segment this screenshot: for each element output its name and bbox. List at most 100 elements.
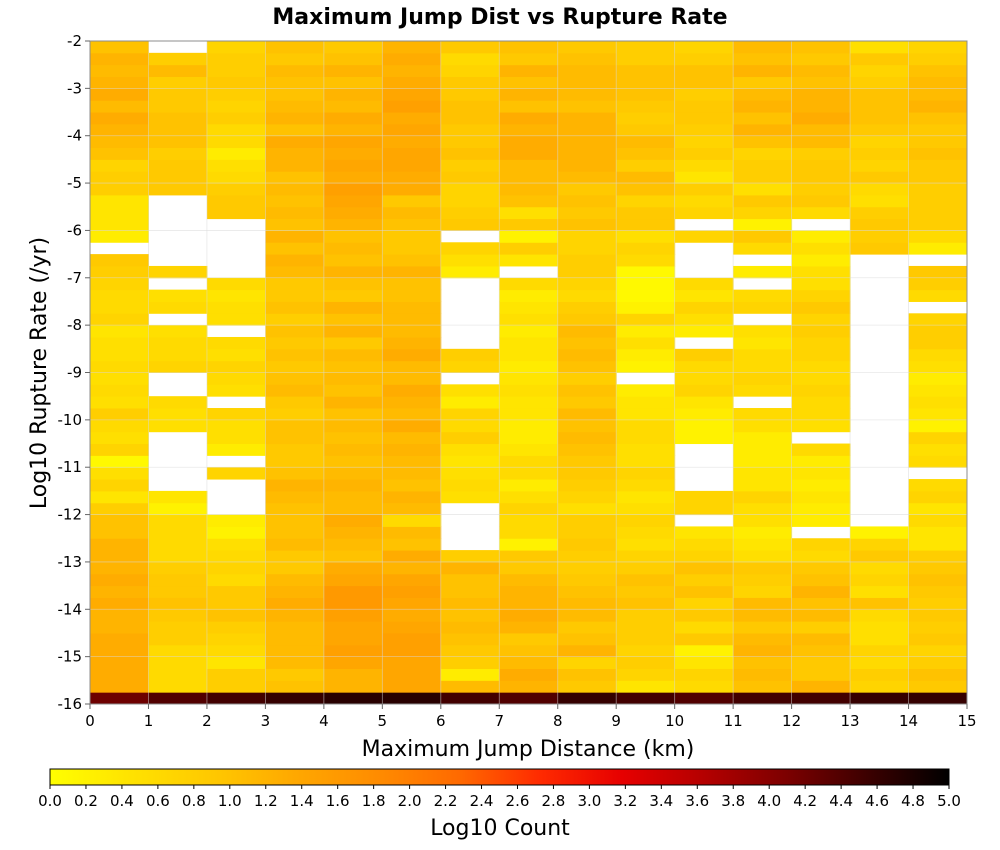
- heatmap-cell: [323, 502, 383, 516]
- heatmap-cell: [616, 490, 676, 504]
- heatmap-cell: [850, 206, 910, 220]
- heatmap-cell: [323, 396, 383, 409]
- heatmap-cell: [440, 396, 500, 409]
- heatmap-cell: [323, 325, 383, 338]
- heatmap-cell: [616, 538, 676, 551]
- heatmap-cell: [733, 561, 793, 575]
- heatmap-cell: [557, 100, 617, 113]
- heatmap-cell: [90, 479, 149, 492]
- heatmap-cell: [382, 644, 442, 658]
- heatmap-cell: [206, 52, 266, 66]
- y-axis-ticks: -2 -3 -4 -5 -6 -7 -8 -9 -10 -11 -12 -13 -14 -15 -16: [58, 32, 90, 713]
- heatmap-cell: [382, 100, 442, 113]
- heatmap-cell: [499, 76, 559, 89]
- heatmap-cell: [90, 218, 149, 231]
- heatmap-cell: [440, 88, 500, 101]
- heatmap-cell: [499, 455, 559, 468]
- heatmap-cell: [791, 384, 851, 397]
- heatmap-cell: [499, 242, 559, 255]
- heatmap-cell: [557, 621, 617, 634]
- heatmap-cell: [499, 632, 559, 646]
- heatmap-cell: [908, 348, 968, 362]
- heatmap-cell: [908, 360, 968, 373]
- heatmap-cell: [733, 88, 793, 101]
- heatmap-cell: [791, 76, 851, 89]
- heatmap-cell: [674, 597, 734, 610]
- y-tick-label: -10: [58, 411, 83, 429]
- heatmap-cell: [674, 502, 734, 516]
- heatmap-cell: [440, 76, 500, 89]
- x-tick-label: 2: [202, 712, 212, 730]
- heatmap-cell: [499, 171, 559, 184]
- heatmap-cell: [265, 372, 325, 385]
- heatmap-cell: [265, 479, 325, 492]
- heatmap-cell: [733, 514, 793, 527]
- heatmap-cell: [733, 431, 793, 445]
- x-tick-label: 0: [85, 712, 95, 730]
- heatmap-cell: [265, 609, 325, 622]
- heatmap-cell: [499, 467, 559, 480]
- heatmap-cell: [265, 526, 325, 539]
- heatmap-cell: [733, 479, 793, 492]
- heatmap-cell: [382, 443, 442, 456]
- heatmap-cell: [674, 668, 734, 681]
- heatmap-cell: [323, 206, 383, 220]
- heatmap-cell: [90, 76, 149, 89]
- heatmap-cell: [265, 183, 325, 196]
- heatmap-cell: [557, 206, 617, 220]
- heatmap-cell: [616, 467, 676, 480]
- heatmap-cell: [148, 502, 208, 516]
- heatmap-cell: [674, 277, 734, 291]
- heatmap-cell: [616, 644, 676, 658]
- heatmap-cell: [206, 573, 266, 587]
- heatmap-cell: [616, 41, 676, 54]
- heatmap-cell: [382, 218, 442, 231]
- heatmap-cell: [791, 502, 851, 516]
- heatmap-cell: [616, 680, 676, 693]
- heatmap-cell: [148, 692, 208, 705]
- heatmap-cell: [733, 668, 793, 681]
- heatmap-cell: [148, 348, 208, 362]
- heatmap-cell: [557, 443, 617, 456]
- heatmap-cell: [323, 336, 383, 350]
- heatmap-cell: [323, 254, 383, 267]
- heatmap-cell: [791, 254, 851, 267]
- heatmap-cell: [499, 419, 559, 433]
- heatmap-cell: [323, 408, 383, 421]
- heatmap-cell: [440, 360, 500, 373]
- heatmap-cell: [440, 644, 500, 658]
- heatmap-cell: [557, 550, 617, 563]
- heatmap-cell: [908, 561, 968, 575]
- heatmap-cell: [382, 692, 442, 705]
- heatmap-cell: [908, 76, 968, 89]
- y-tick-label: -13: [58, 553, 83, 571]
- heatmap-cell: [616, 609, 676, 622]
- heatmap-cell: [908, 183, 968, 196]
- heatmap-cell: [148, 656, 208, 669]
- heatmap-cell: [382, 573, 442, 587]
- heatmap-cell: [265, 644, 325, 658]
- heatmap-cell: [557, 419, 617, 433]
- colorbar-tick-label: 3.2: [613, 792, 637, 810]
- heatmap-cell: [557, 194, 617, 208]
- heatmap-cell: [265, 490, 325, 504]
- x-tick-label: 6: [436, 712, 446, 730]
- heatmap-cell: [557, 242, 617, 255]
- heatmap-cell: [616, 147, 676, 160]
- heatmap-cell: [148, 396, 208, 409]
- heatmap-cell: [616, 514, 676, 527]
- colorbar-tick-label: 0.4: [110, 792, 134, 810]
- heatmap-cell: [908, 455, 968, 468]
- heatmap-cell: [908, 230, 968, 243]
- heatmap-cell: [382, 431, 442, 445]
- colorbar-tick-label: 1.2: [254, 792, 278, 810]
- heatmap-cell: [616, 313, 676, 326]
- heatmap-cell: [265, 514, 325, 527]
- heatmap-cell: [148, 597, 208, 610]
- heatmap-cell: [148, 52, 208, 66]
- heatmap-cell: [850, 230, 910, 243]
- heatmap-cell: [557, 135, 617, 149]
- heatmap-cell: [382, 64, 442, 78]
- heatmap-cell: [908, 479, 968, 492]
- heatmap-cell: [908, 514, 968, 527]
